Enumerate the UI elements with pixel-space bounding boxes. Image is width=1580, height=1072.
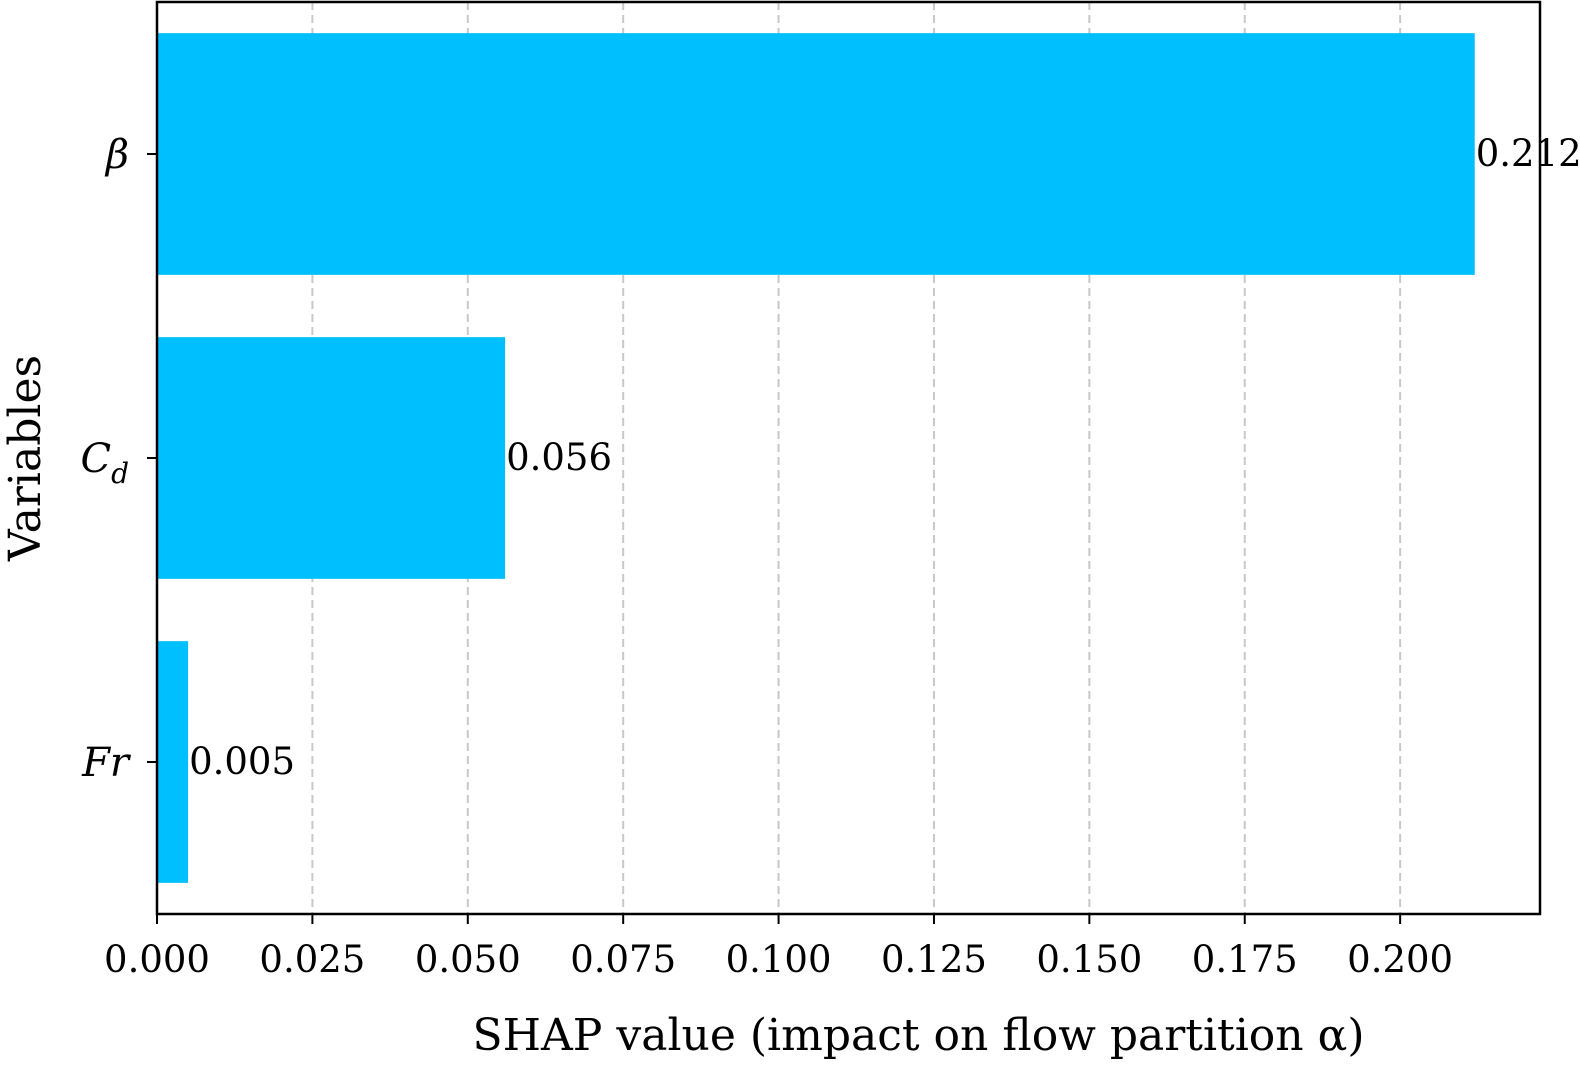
- x-tick-label: 0.000: [104, 938, 210, 981]
- x-axis-label: SHAP value (impact on flow partition α): [472, 1010, 1364, 1061]
- bar: [157, 33, 1475, 275]
- x-tick-label: 0.175: [1192, 938, 1298, 981]
- x-tick-label: 0.025: [259, 938, 365, 981]
- y-axis-label: Variables: [0, 355, 51, 562]
- y-tick-label: Fr: [81, 740, 132, 786]
- bar: [157, 641, 189, 883]
- x-tick-label: 0.100: [726, 938, 832, 981]
- value-labels: 0.212 0.056 0.005: [189, 132, 1580, 783]
- x-tick-label: 0.075: [570, 938, 676, 981]
- bar-value-label: 0.212: [1476, 132, 1580, 175]
- x-axis-ticks: 0.000 0.025 0.050 0.075 0.100 0.125 0.150 0.175…: [104, 914, 1453, 981]
- bar-value-label: 0.056: [506, 436, 612, 479]
- x-tick-label: 0.050: [415, 938, 521, 981]
- y-tick-label: β: [104, 132, 129, 178]
- x-tick-label: 0.125: [881, 938, 987, 981]
- y-tick-label: Cd: [80, 436, 129, 490]
- x-tick-label: 0.150: [1036, 938, 1142, 981]
- bars: [157, 33, 1475, 883]
- bar: [157, 337, 506, 579]
- y-axis-ticks: β Cd Fr: [80, 132, 157, 786]
- x-tick-label: 0.200: [1347, 938, 1453, 981]
- bar-value-label: 0.005: [189, 740, 295, 783]
